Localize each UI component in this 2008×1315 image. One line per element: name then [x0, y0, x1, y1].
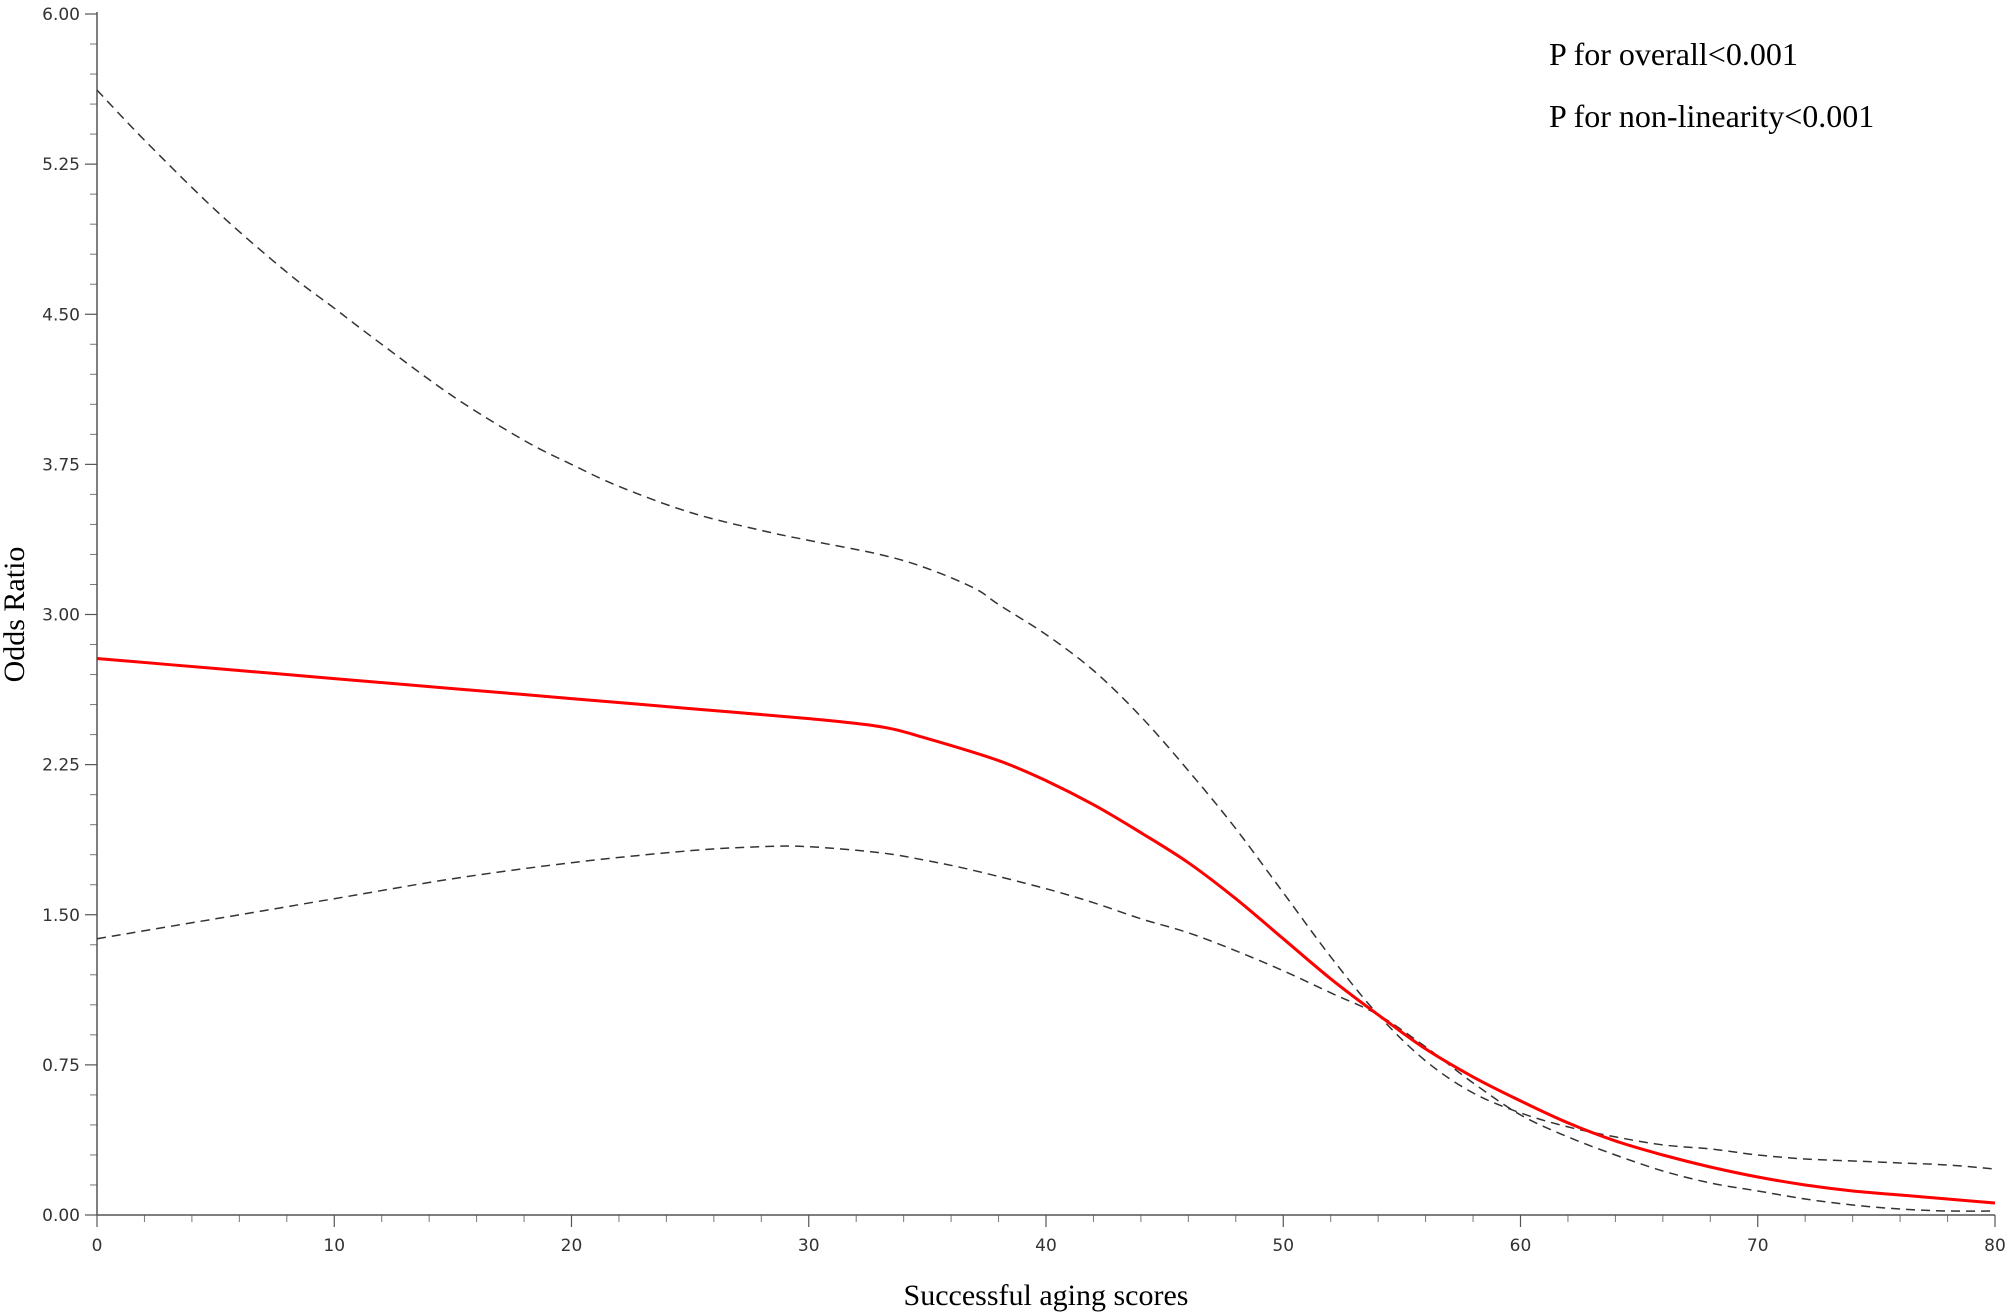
series-line-ci-lower: [96, 845, 1996, 1212]
x-tick-label: 30: [798, 1236, 820, 1256]
x-tick-label: 20: [561, 1236, 583, 1256]
y-tick-label: 4.50: [42, 305, 80, 325]
y-tick-label: 0.00: [42, 1206, 80, 1226]
y-tick-label: 0.75: [42, 1056, 80, 1076]
minor-ticks: [90, 43, 1949, 1222]
series-layer: [96, 89, 1996, 1212]
y-tick-label: 5.25: [42, 155, 80, 175]
tick-labels: 0 10 20 30 40 50 60 70 80 0.00 0.75 1.50 2.25 3.00 3.7…: [42, 5, 2006, 1256]
y-tick-label: 3.00: [42, 606, 80, 626]
y-tick-label: 1.50: [42, 906, 80, 926]
x-axis-title: Successful aging scores: [904, 1279, 1189, 1312]
y-tick-label: 3.75: [42, 455, 80, 475]
annotation-p-overall: P for overall<0.001: [1549, 36, 1798, 72]
x-tick-label: 70: [1747, 1236, 1769, 1256]
x-tick-label: 0: [92, 1236, 103, 1256]
x-tick-label: 50: [1272, 1236, 1294, 1256]
x-tick-label: 60: [1510, 1236, 1532, 1256]
x-tick-label: 80: [1984, 1236, 2006, 1256]
y-tick-label: 2.25: [42, 756, 80, 776]
y-axis-title: Odds Ratio: [0, 547, 31, 683]
x-tick-label: 40: [1035, 1236, 1057, 1256]
series-line-ci-upper: [96, 89, 1996, 1170]
ticks: [85, 13, 1996, 1227]
x-tick-label: 10: [323, 1236, 345, 1256]
y-tick-label: 6.00: [42, 5, 80, 25]
annotation-p-nonlinearity: P for non-linearity<0.001: [1549, 98, 1874, 134]
series-line-odds-ratio: [96, 657, 1996, 1205]
